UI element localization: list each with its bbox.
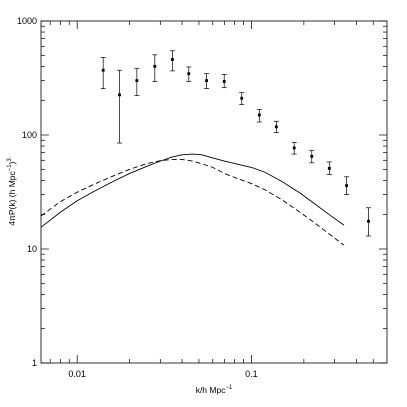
- data-point: [327, 166, 331, 170]
- error-bars: [100, 50, 372, 237]
- data-point: [310, 154, 314, 158]
- model-curves: [40, 153, 345, 246]
- data-point: [240, 96, 244, 100]
- data-point: [292, 146, 296, 150]
- x-tick-label: 0.1: [245, 369, 258, 379]
- data-point: [153, 64, 157, 68]
- data-point: [345, 184, 349, 187]
- y-tick-label: 1: [32, 358, 37, 368]
- plot-frame: [40, 20, 388, 364]
- data-point: [274, 125, 278, 129]
- data-point: [101, 68, 105, 72]
- x-tick-label: 0.01: [68, 369, 86, 379]
- y-tick-label: 100: [22, 130, 37, 140]
- data-point: [118, 93, 121, 97]
- minor-ticks: [41, 21, 387, 363]
- data-point: [222, 80, 226, 83]
- dashed-model-curve: [40, 159, 345, 246]
- y-tick-label: 10: [27, 244, 37, 254]
- y-axis-label: 4πP(k) (h Mpc−1)3: [7, 158, 17, 226]
- data-point: [367, 219, 370, 223]
- solid-model-curve: [40, 153, 345, 228]
- tick-labels: 0.01 0.1 1 10 100 1000: [17, 16, 258, 379]
- data-point: [135, 79, 139, 83]
- x-axis-label: k/h Mpc−1: [196, 385, 233, 395]
- data-point: [171, 58, 174, 61]
- data-point: [257, 113, 261, 117]
- data-points: [101, 58, 370, 223]
- y-tick-label: 1000: [17, 16, 37, 26]
- data-point: [205, 79, 208, 83]
- data-point: [187, 72, 191, 76]
